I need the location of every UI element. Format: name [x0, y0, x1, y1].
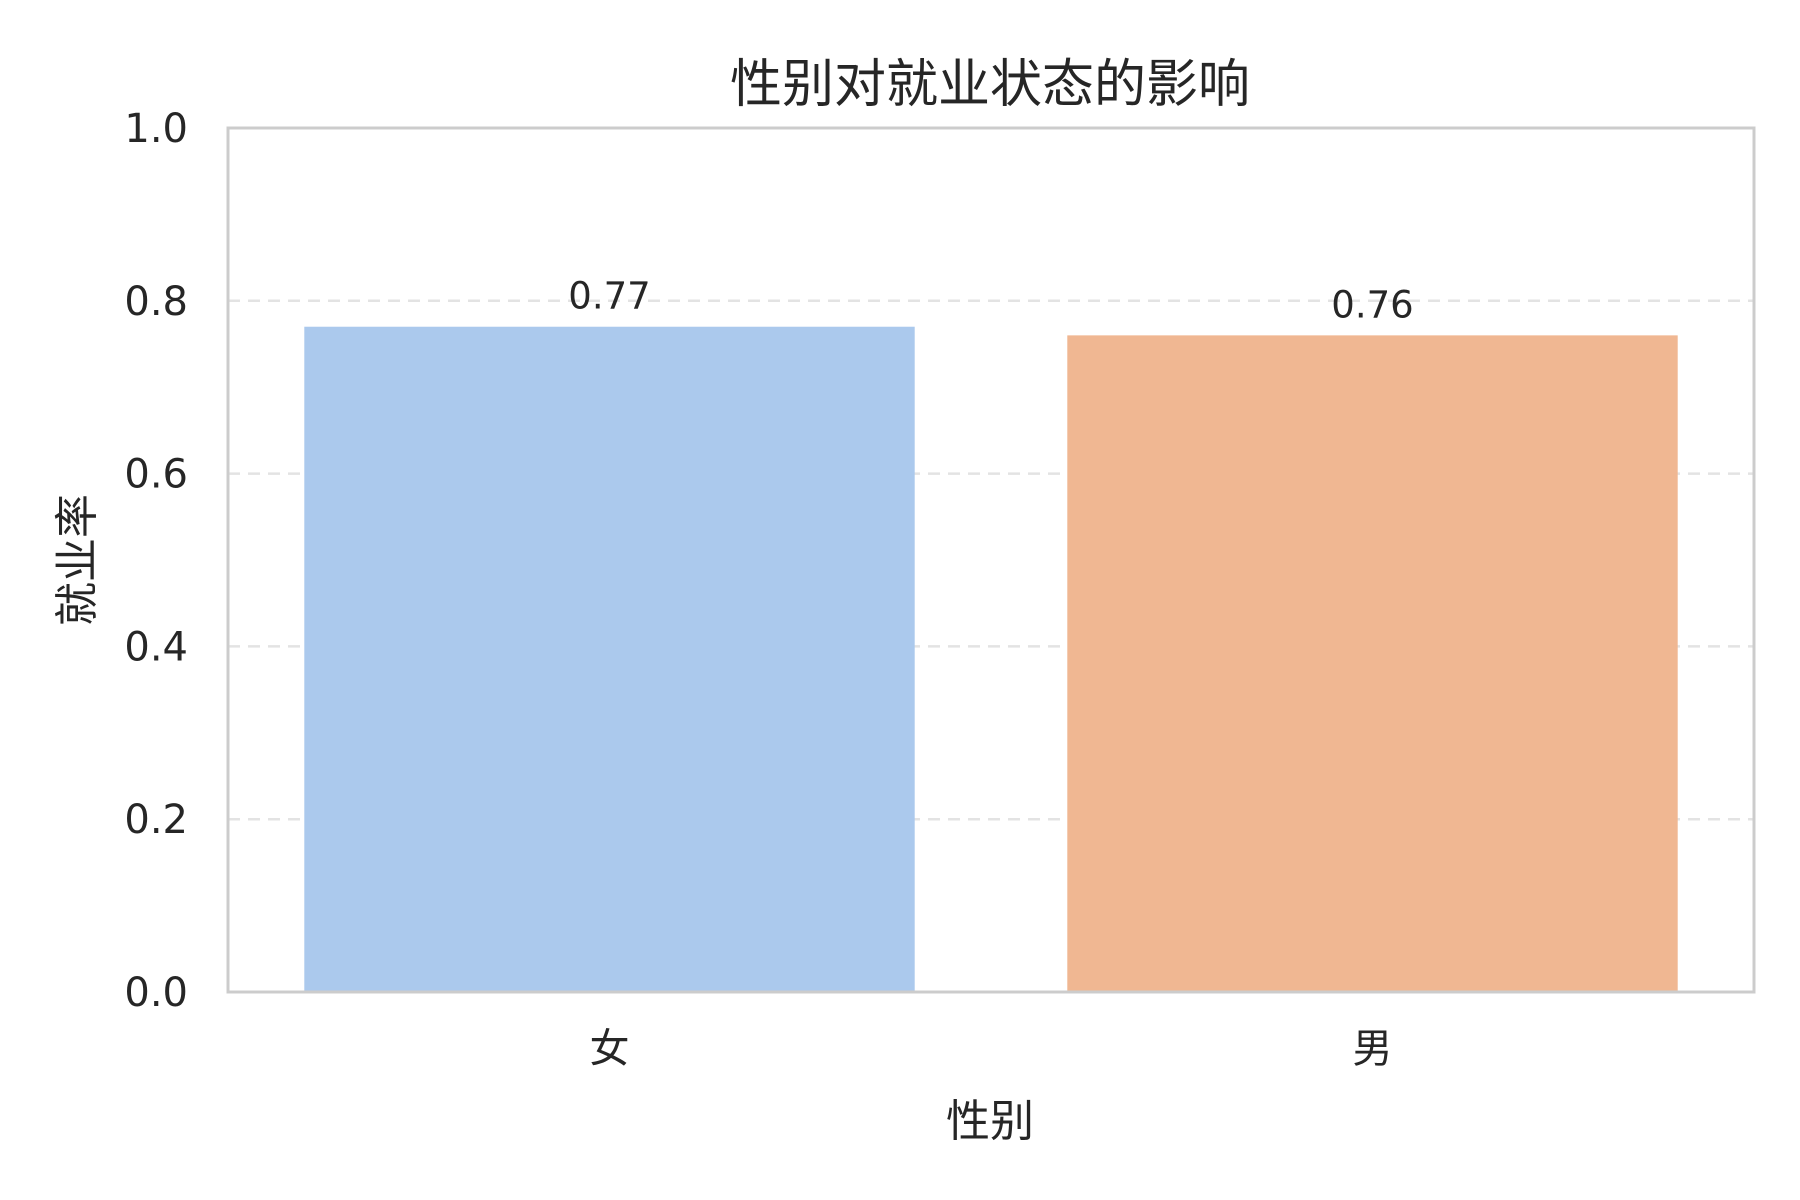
x-axis-label: 性别 [946, 1096, 1034, 1147]
y-tick-label: 0.0 [124, 970, 188, 1016]
x-axis-ticks: 女男 [590, 1026, 1393, 1072]
y-tick-label: 0.4 [124, 624, 188, 670]
x-tick-label: 女 [590, 1026, 630, 1072]
bar-value-label: 0.76 [1331, 283, 1413, 326]
y-tick-label: 0.2 [124, 797, 188, 843]
bar-value-label: 0.77 [568, 275, 650, 318]
y-axis-label: 就业率 [52, 494, 103, 626]
y-tick-label: 0.6 [124, 452, 188, 498]
chart-title: 性别对就业状态的影响 [730, 55, 1250, 115]
data-labels: 0.77 0.76 [568, 275, 1413, 327]
bar-1 [1067, 335, 1678, 992]
y-tick-label: 1.0 [124, 106, 188, 152]
bars [304, 326, 1678, 993]
y-axis-ticks: 0.0 0.2 0.4 0.6 0.8 1.0 [124, 106, 188, 1016]
bar-0 [304, 326, 915, 993]
x-tick-label: 男 [1353, 1026, 1393, 1072]
y-tick-label: 0.8 [124, 279, 188, 325]
plot-frame [226, 126, 1756, 994]
